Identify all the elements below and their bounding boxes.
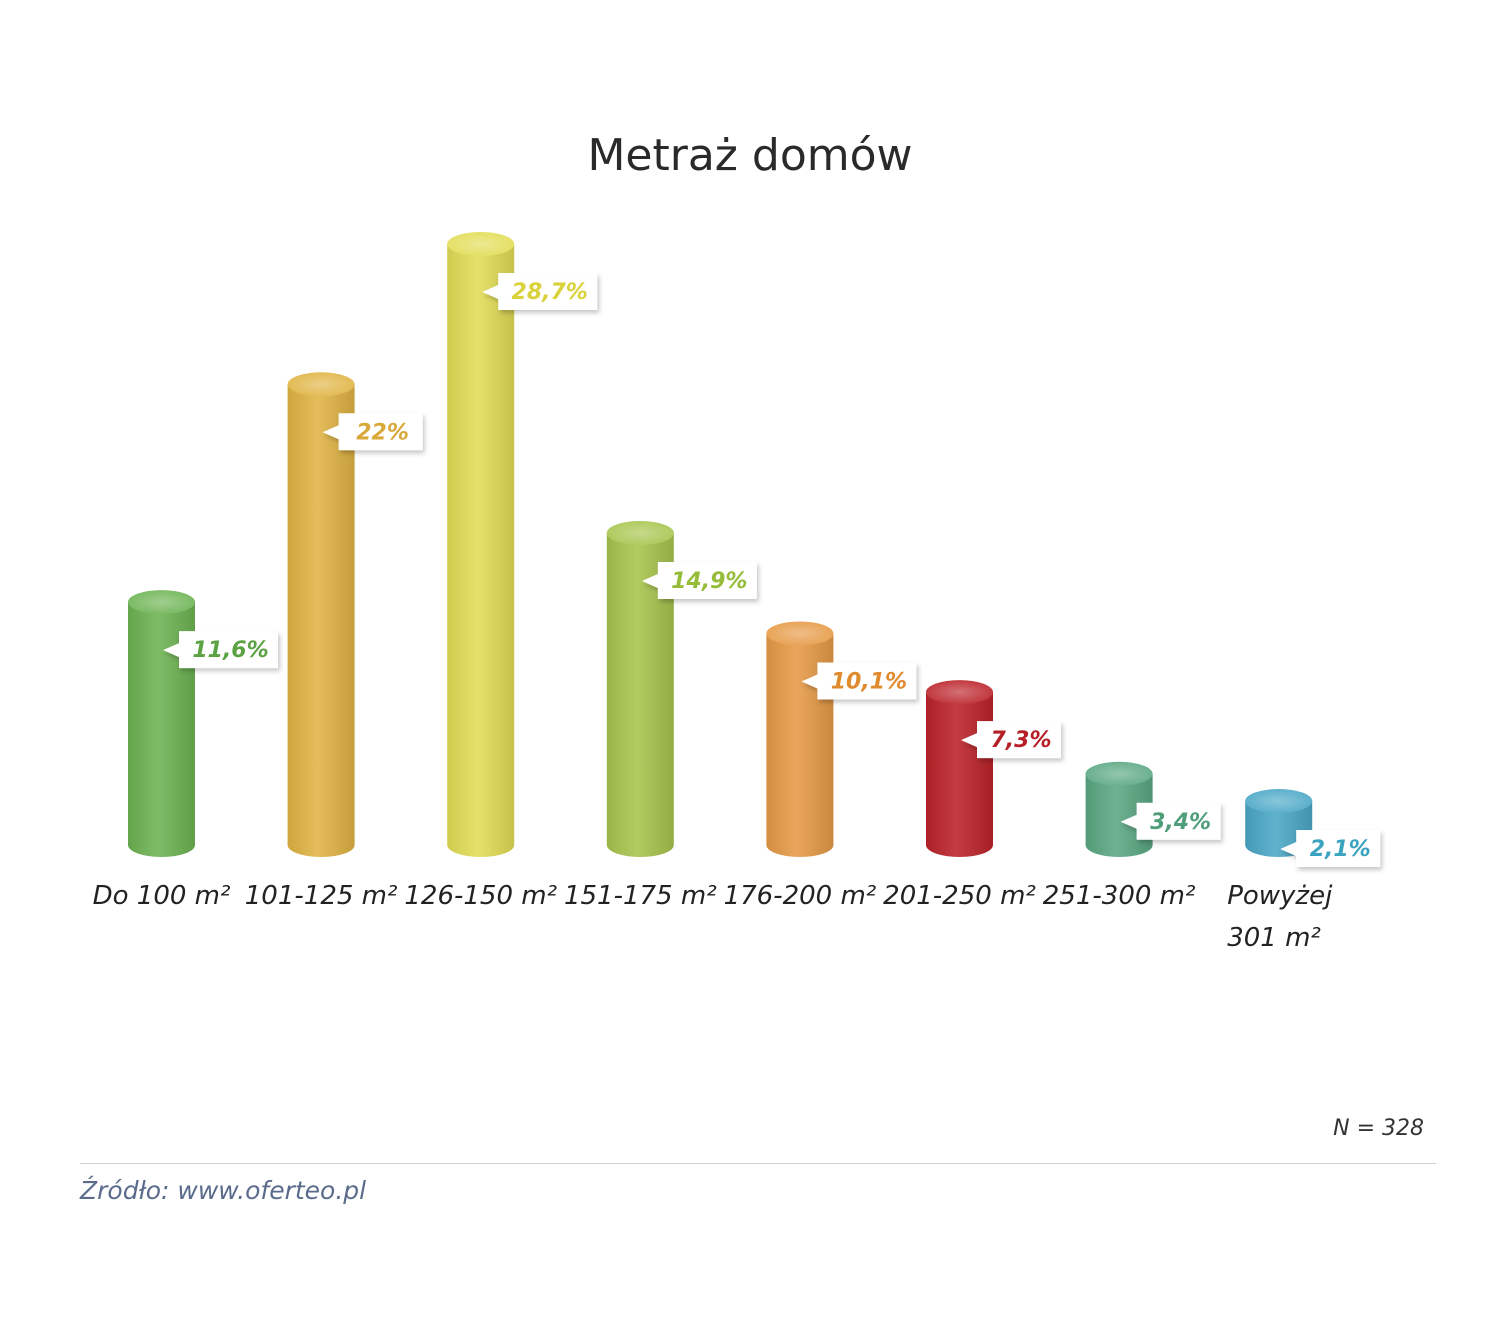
footer-divider [80,1163,1436,1164]
category-label: Powyżej [1227,881,1333,911]
bar-5: 10,1% 176-200 m² [724,621,917,911]
bar-top [128,590,195,615]
bar-top [287,372,355,397]
bar-top [447,232,515,256]
category-label: 251-300 m² [1043,881,1196,911]
value-label: 10,1% [831,669,907,694]
bar-7: 3,4% 251-300 m² [1043,761,1221,911]
category-label: 176-200 m² [724,881,877,911]
bar-top [1245,789,1313,814]
bar-chart: 11,6% Do 100 m² 22% 101-125 m² 28,7% 126-150 … [93,232,1381,953]
value-callout [322,413,423,451]
bar-body [287,384,355,858]
value-callout [801,662,917,700]
chart-title: Metraż domów [587,130,913,181]
bar-top [606,520,674,545]
category-label: Do 100 m² [93,881,231,911]
value-label: 3,4% [1150,810,1211,835]
category-label: 151-175 m² [564,881,717,911]
bar-6: 7,3% 201-250 m² [883,680,1061,911]
bar-top [926,680,993,705]
bar-body [766,633,834,857]
bar-body [128,602,195,857]
bar-8: 2,1% Powyżej 301 m² [1227,789,1381,953]
value-label: 2,1% [1310,837,1371,862]
value-label: 22% [356,420,409,445]
bar-body [606,532,674,858]
bar-top [1085,761,1153,786]
value-callout [482,273,598,310]
category-label: 301 m² [1227,923,1321,953]
bar-body [447,244,515,858]
bar-1: 11,6% Do 100 m² [93,590,278,911]
bar-3: 28,7% 126-150 m² [404,232,598,911]
bar-top [766,621,834,646]
value-callout [641,561,757,599]
value-callout [1120,802,1221,840]
bar-body [1085,773,1153,858]
value-label: 28,7% [512,280,588,305]
value-label: 11,6% [192,638,268,663]
value-callout [961,721,1061,759]
bar-4: 14,9% 151-175 m² [564,520,757,911]
sample-size-note: N = 328 [1333,1116,1424,1141]
bar-body [926,692,993,858]
value-callout [1280,830,1381,868]
category-label: 126-150 m² [404,881,557,911]
value-label: 14,9% [671,569,747,594]
value-label: 7,3% [990,728,1051,753]
category-label: 101-125 m² [245,881,398,911]
source-label: Źródło: www.oferteo.pl [80,1176,367,1205]
value-callout [163,631,278,669]
category-label: 201-250 m² [883,881,1036,911]
bar-2: 22% 101-125 m² [245,372,423,911]
